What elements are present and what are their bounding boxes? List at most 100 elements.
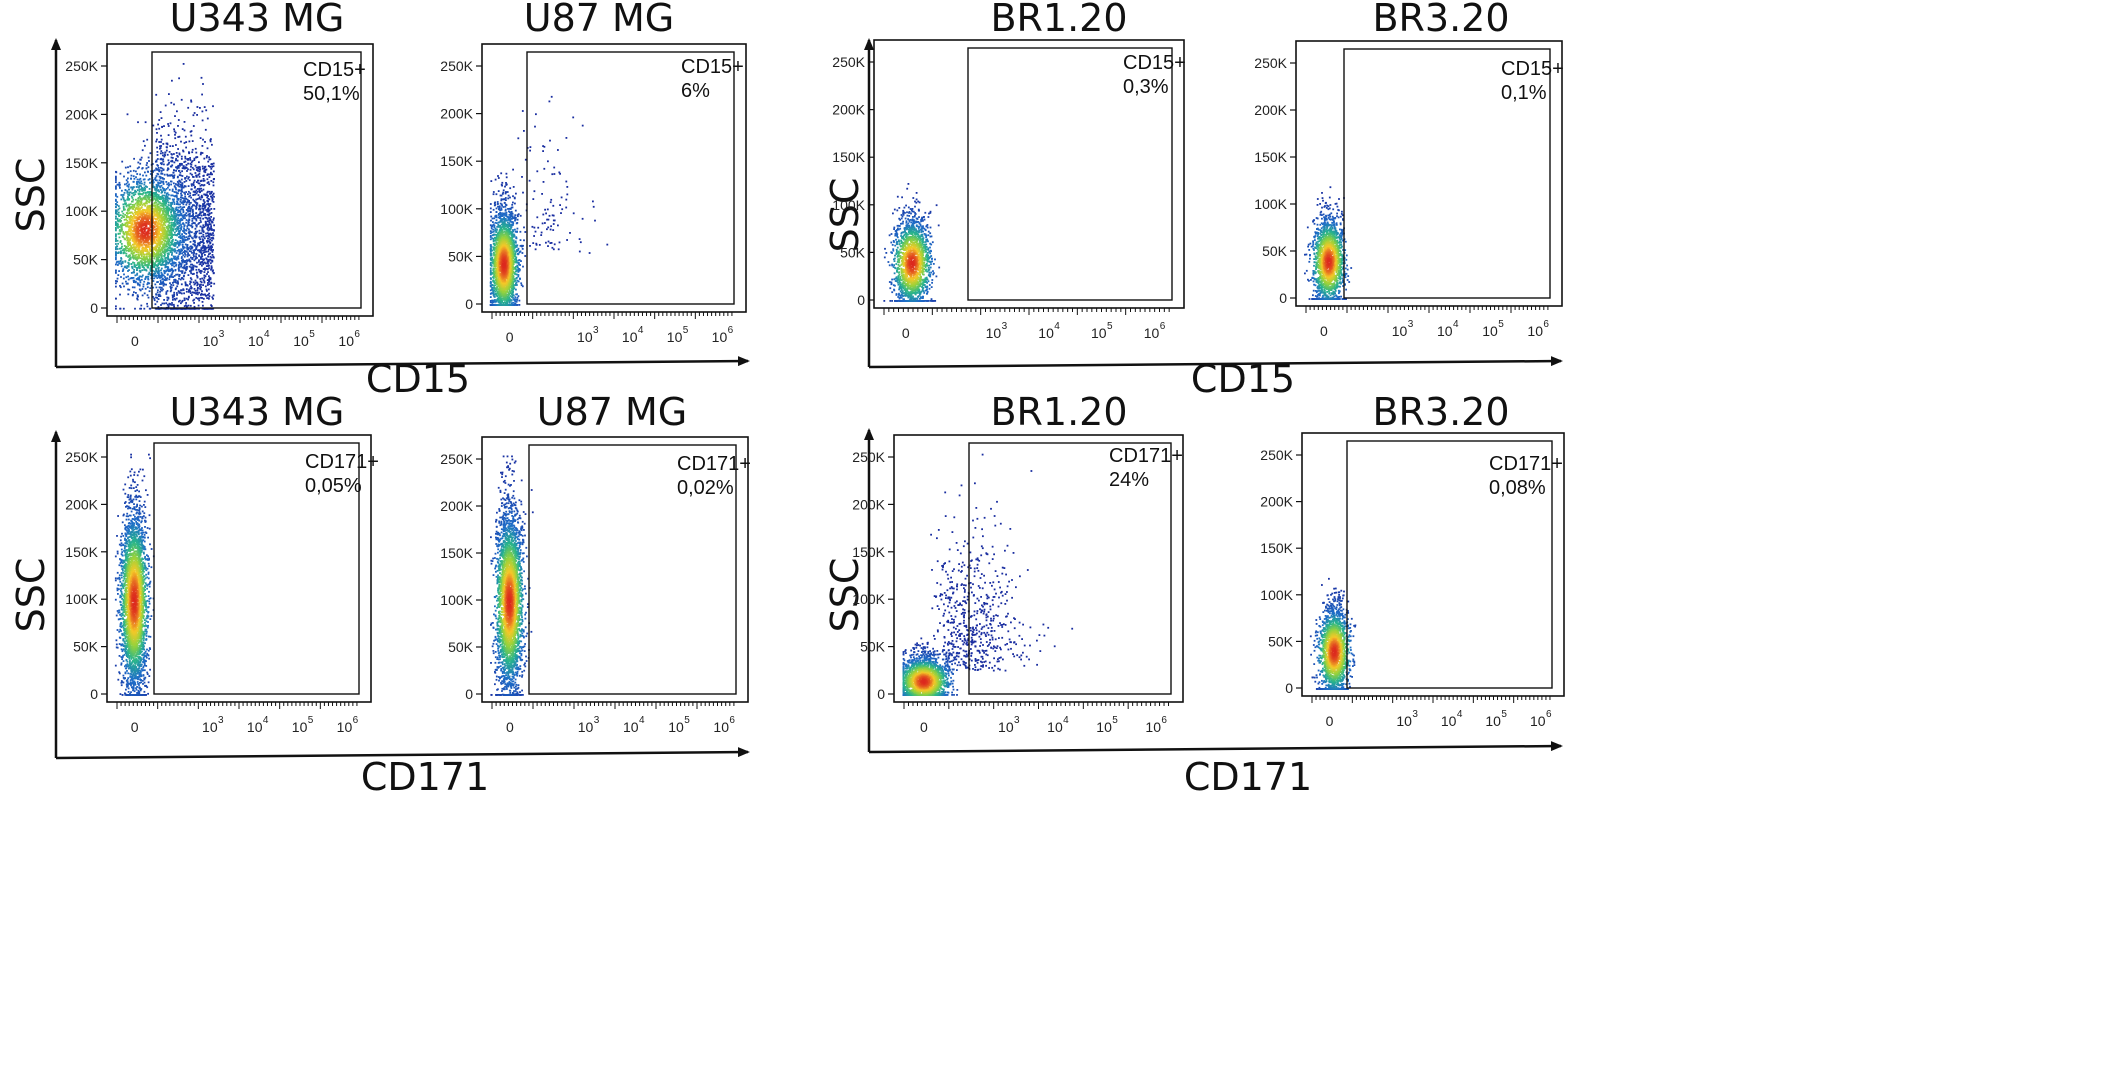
- event-dot: [502, 206, 505, 208]
- event-dot: [195, 198, 198, 201]
- event-dot: [190, 263, 192, 266]
- event-dot: [115, 215, 117, 218]
- event-dot: [144, 195, 146, 197]
- event-dot: [132, 212, 134, 215]
- event-dot: [159, 198, 162, 201]
- event-dot: [144, 260, 147, 263]
- event-dot: [176, 257, 178, 259]
- event-dot: [189, 172, 192, 175]
- event-dot: [178, 152, 181, 155]
- event-dot: [188, 215, 191, 218]
- event-dot: [192, 168, 195, 171]
- event-dot: [172, 249, 175, 252]
- event-dot: [172, 303, 175, 306]
- event-dot: [189, 304, 192, 307]
- event-dot: [122, 193, 125, 196]
- event-dot: [520, 260, 522, 262]
- event-dot: [178, 222, 181, 225]
- event-dot: [116, 201, 119, 204]
- event-dot: [119, 229, 121, 231]
- event-dot: [169, 204, 172, 207]
- event-dot: [177, 183, 180, 185]
- event-dot: [154, 303, 157, 306]
- event-dot: [169, 258, 172, 261]
- event-dot: [156, 199, 158, 201]
- event-dot: [175, 287, 177, 290]
- event-dot: [198, 205, 201, 208]
- event-dot: [190, 250, 192, 253]
- event-dot: [158, 175, 161, 178]
- event-dot: [166, 268, 169, 270]
- event-dot: [196, 293, 199, 296]
- event-dot: [140, 253, 143, 256]
- event-dot: [130, 224, 133, 227]
- event-dot: [198, 170, 201, 173]
- event-dot: [181, 241, 184, 243]
- event-dot: [127, 243, 129, 246]
- event-dot: [169, 145, 172, 147]
- event-dot: [202, 230, 205, 233]
- event-dot: [161, 152, 164, 154]
- event-dot: [169, 290, 172, 293]
- event-dot: [178, 277, 180, 280]
- event-dot: [197, 242, 199, 245]
- event-dot: [157, 194, 160, 196]
- event-dot: [499, 213, 502, 215]
- event-dot: [198, 189, 201, 192]
- event-dot: [558, 241, 561, 244]
- event-dot: [202, 279, 205, 281]
- event-dot: [209, 140, 212, 143]
- event-dot: [193, 179, 196, 182]
- event-dot: [115, 235, 117, 238]
- event-dot: [177, 232, 179, 235]
- event-dot: [190, 134, 193, 137]
- event-dot: [170, 284, 173, 286]
- event-dot: [173, 216, 176, 219]
- event-dot: [550, 242, 553, 244]
- event-dot: [140, 156, 143, 159]
- event-dot: [134, 202, 137, 205]
- event-dot: [140, 180, 143, 183]
- event-dot: [505, 182, 507, 184]
- event-dot: [180, 226, 183, 229]
- event-dot: [119, 286, 122, 289]
- event-dot: [192, 240, 195, 243]
- event-dot: [188, 230, 191, 233]
- event-dot: [174, 239, 177, 241]
- event-dot: [190, 207, 193, 210]
- event-dot: [130, 226, 133, 229]
- event-dot: [163, 255, 165, 257]
- event-dot: [163, 283, 165, 285]
- event-dot: [196, 271, 198, 274]
- event-dot: [128, 227, 131, 230]
- event-dot: [185, 219, 188, 221]
- event-dot: [116, 280, 118, 283]
- event-dot: [520, 282, 523, 285]
- event-dot: [166, 303, 169, 306]
- event-dot: [141, 182, 143, 185]
- event-dot: [146, 302, 148, 305]
- event-dot: [127, 278, 130, 281]
- event-dot: [553, 166, 556, 169]
- event-dot: [117, 242, 119, 245]
- event-dot: [120, 247, 123, 250]
- event-dot: [494, 178, 497, 181]
- event-dot: [153, 277, 156, 280]
- event-dot: [134, 230, 136, 232]
- event-dot: [116, 248, 119, 250]
- event-dot: [186, 284, 189, 287]
- event-dot: [170, 273, 173, 276]
- event-dot: [117, 251, 120, 254]
- event-dot: [195, 247, 198, 250]
- event-dot: [198, 166, 201, 168]
- event-dot: [498, 207, 501, 209]
- event-dot: [184, 217, 186, 219]
- event-dot: [208, 275, 210, 278]
- event-dot: [150, 241, 152, 243]
- event-dot: [145, 209, 148, 211]
- event-dot: [149, 222, 151, 225]
- event-dot: [175, 152, 178, 154]
- event-dot: [557, 149, 559, 151]
- event-dot: [136, 204, 139, 207]
- event-dot: [165, 231, 168, 234]
